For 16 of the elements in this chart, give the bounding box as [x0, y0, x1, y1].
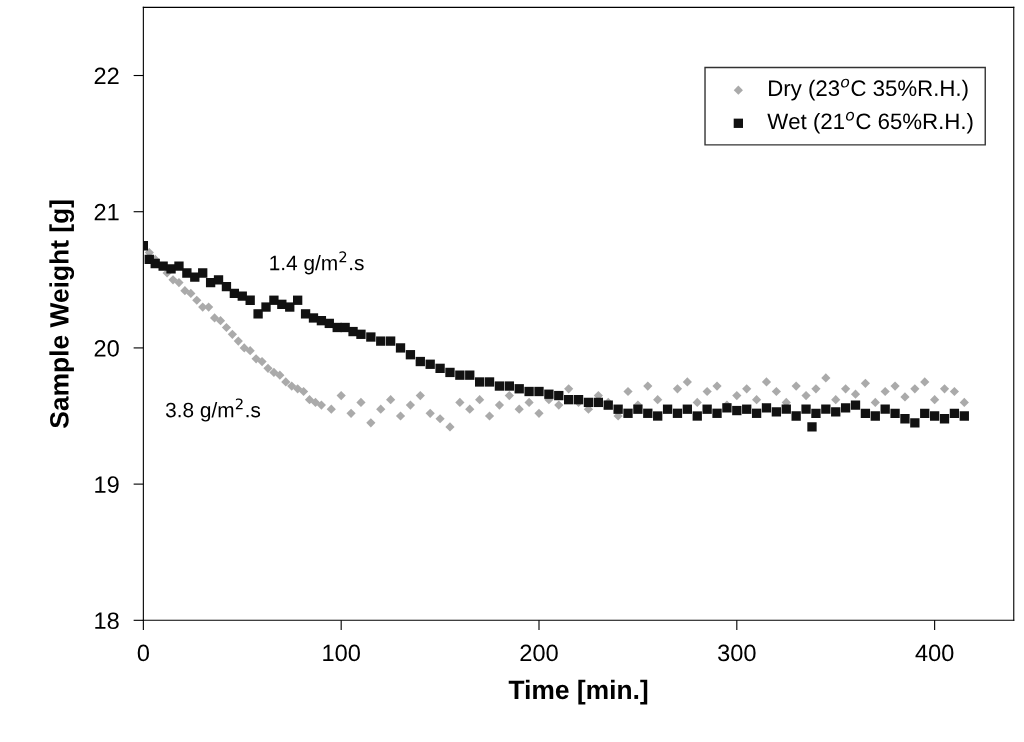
x-axis-title: Time [min.]	[508, 679, 648, 705]
annotation: 1.4 g/m$^{2}$.s	[270, 251, 364, 275]
x-tick-label: 0	[137, 644, 149, 662]
x-tick-label: 300	[718, 644, 756, 662]
annotation: 3.8 g/m$^{2}$.s	[165, 398, 261, 422]
legend-label: Wet (21$^{o}$C 65%R.H.)	[767, 111, 973, 134]
legend-label: Dry (23$^{o}$C 35%R.H.)	[769, 78, 968, 101]
y-tick-label: 19	[95, 476, 119, 493]
y-tick-label: 20	[94, 339, 119, 357]
y-tick-label: 18	[95, 612, 119, 630]
x-tick-label: 200	[520, 644, 558, 662]
y-tick-label: 21	[94, 203, 119, 221]
y-axis-title: Sample Weight [g]	[49, 200, 75, 428]
x-tick-label: 100	[323, 644, 360, 662]
y-tick-label: 22	[94, 67, 119, 85]
x-tick-label: 400	[915, 644, 954, 662]
